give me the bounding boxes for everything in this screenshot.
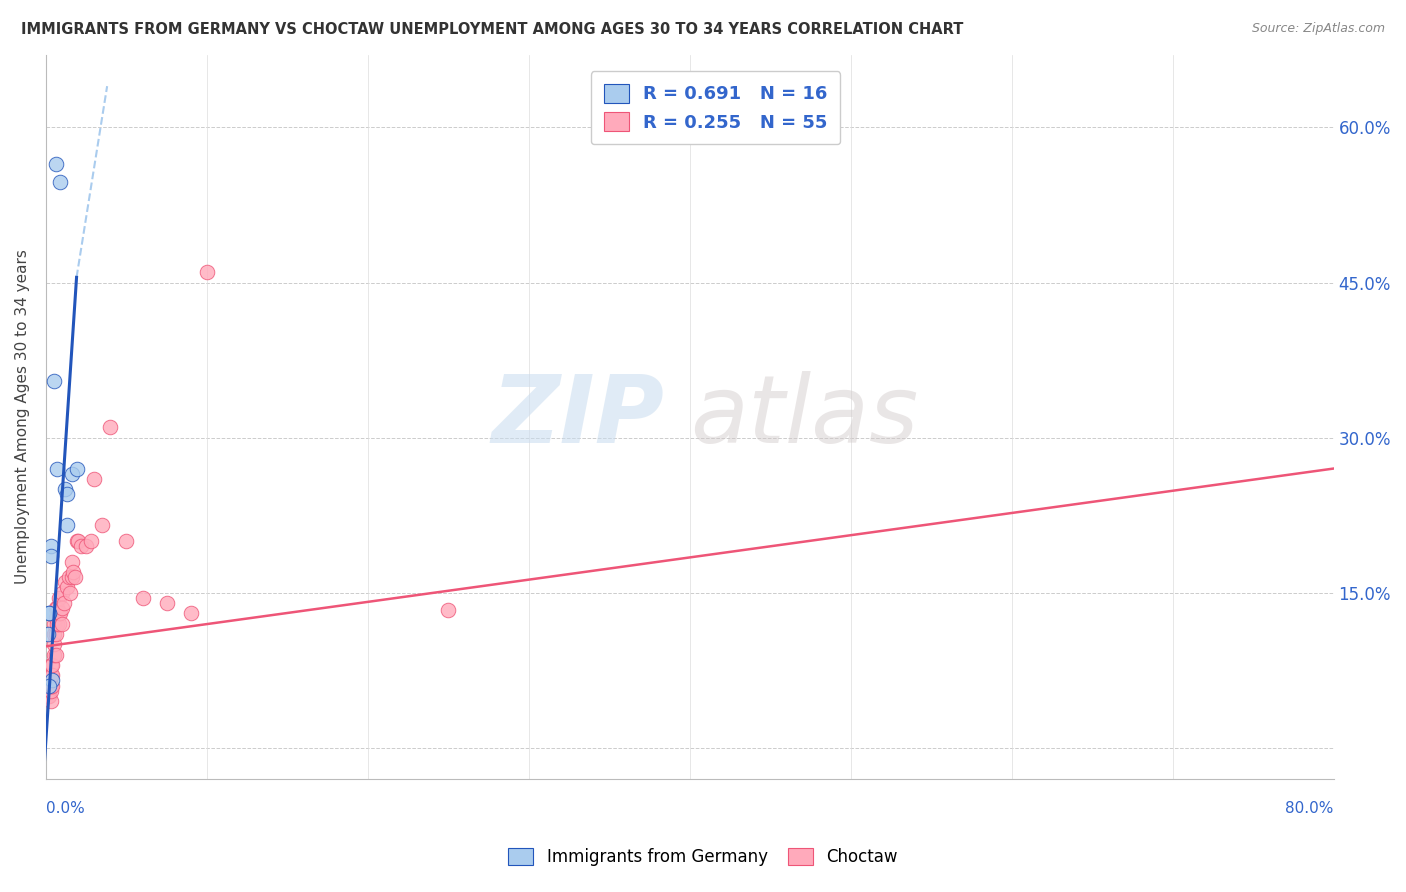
Point xyxy=(131,591,153,605)
Point xyxy=(42,374,65,388)
Text: ZIP: ZIP xyxy=(491,371,664,463)
Point xyxy=(195,265,218,279)
Point xyxy=(56,487,79,501)
Point xyxy=(180,606,202,620)
Legend: Immigrants from Germany, Choctaw: Immigrants from Germany, Choctaw xyxy=(502,841,904,873)
Point xyxy=(41,657,63,672)
Point xyxy=(41,668,63,682)
Point xyxy=(41,673,63,688)
Point xyxy=(48,591,70,605)
Point xyxy=(65,533,87,548)
Point xyxy=(39,668,62,682)
Point xyxy=(56,518,79,533)
Point xyxy=(51,616,73,631)
Point xyxy=(53,482,76,496)
Point xyxy=(39,679,62,693)
Point xyxy=(70,539,93,553)
Point xyxy=(38,689,60,703)
Point xyxy=(39,694,62,708)
Point xyxy=(39,657,62,672)
Point xyxy=(37,673,59,688)
Point xyxy=(37,689,59,703)
Point xyxy=(48,606,70,620)
Point xyxy=(39,683,62,698)
Point xyxy=(59,585,82,599)
Point xyxy=(45,156,67,170)
Point xyxy=(62,565,84,579)
Point xyxy=(46,461,69,475)
Text: atlas: atlas xyxy=(690,371,918,462)
Point xyxy=(91,518,114,533)
Point xyxy=(49,175,72,189)
Legend: R = 0.691   N = 16, R = 0.255   N = 55: R = 0.691 N = 16, R = 0.255 N = 55 xyxy=(591,71,841,145)
Point xyxy=(42,637,65,651)
Point xyxy=(75,539,97,553)
Point xyxy=(67,533,90,548)
Text: IMMIGRANTS FROM GERMANY VS CHOCTAW UNEMPLOYMENT AMONG AGES 30 TO 34 YEARS CORREL: IMMIGRANTS FROM GERMANY VS CHOCTAW UNEMP… xyxy=(21,22,963,37)
Point xyxy=(56,581,79,595)
Point xyxy=(52,596,75,610)
Text: 80.0%: 80.0% xyxy=(1285,801,1334,816)
Point xyxy=(38,606,60,620)
Point xyxy=(48,616,70,631)
Point xyxy=(38,679,60,693)
Point xyxy=(65,461,87,475)
Point xyxy=(45,601,67,615)
Point xyxy=(39,539,62,553)
Point xyxy=(58,570,80,584)
Point xyxy=(98,420,121,434)
Point xyxy=(115,533,138,548)
Point xyxy=(37,679,59,693)
Point xyxy=(38,673,60,688)
Point xyxy=(63,570,86,584)
Point xyxy=(37,627,59,641)
Point xyxy=(42,616,65,631)
Point xyxy=(46,601,69,615)
Point xyxy=(53,575,76,590)
Point xyxy=(60,570,83,584)
Point xyxy=(51,601,73,615)
Point xyxy=(80,533,103,548)
Point xyxy=(39,549,62,564)
Point xyxy=(60,467,83,481)
Point xyxy=(42,627,65,641)
Point xyxy=(38,683,60,698)
Point xyxy=(38,606,60,620)
Point xyxy=(45,627,67,641)
Y-axis label: Unemployment Among Ages 30 to 34 years: Unemployment Among Ages 30 to 34 years xyxy=(15,250,30,584)
Point xyxy=(45,611,67,625)
Point xyxy=(38,668,60,682)
Point xyxy=(156,596,179,610)
Point xyxy=(437,603,460,617)
Point xyxy=(51,585,73,599)
Text: Source: ZipAtlas.com: Source: ZipAtlas.com xyxy=(1251,22,1385,36)
Point xyxy=(83,472,105,486)
Text: 0.0%: 0.0% xyxy=(46,801,84,816)
Point xyxy=(60,555,83,569)
Point xyxy=(46,616,69,631)
Point xyxy=(49,606,72,620)
Point xyxy=(41,679,63,693)
Point xyxy=(45,648,67,662)
Point xyxy=(42,648,65,662)
